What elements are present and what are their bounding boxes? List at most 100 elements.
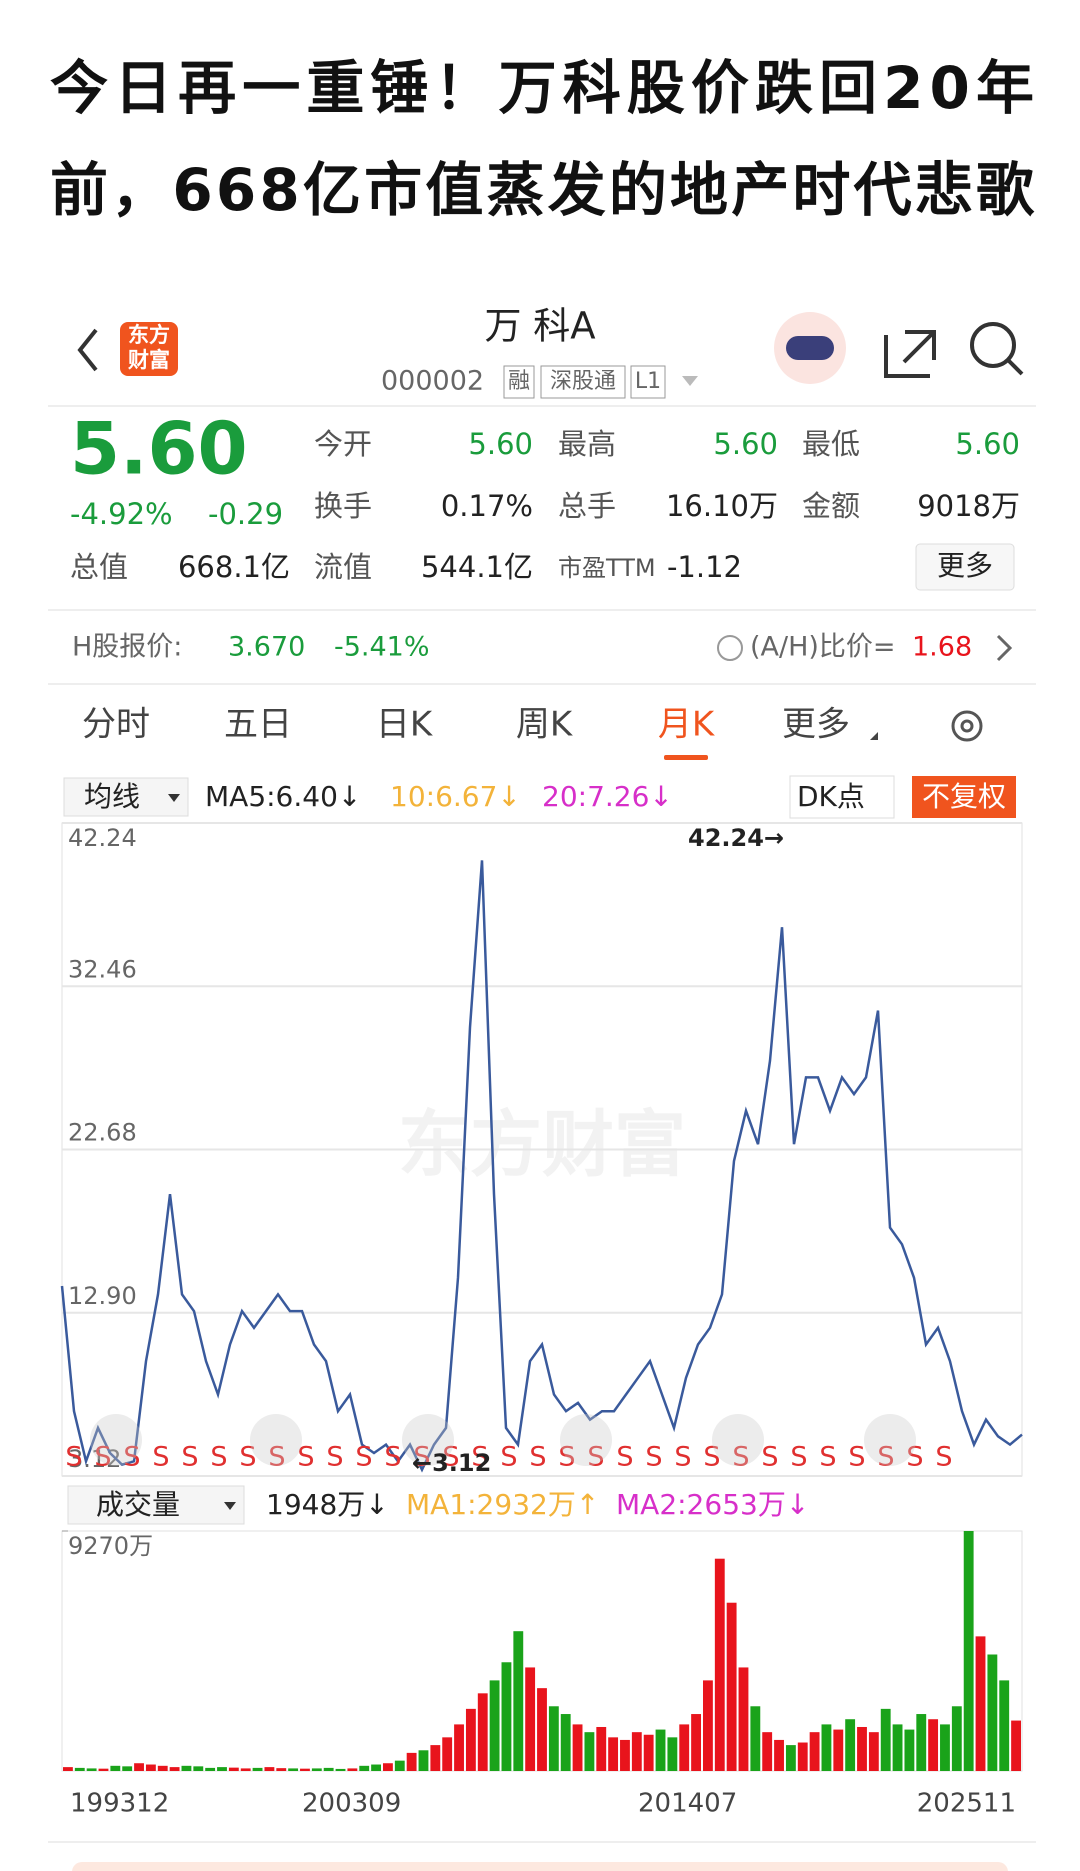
volume-bar [928, 1719, 939, 1771]
volume-bar [667, 1737, 678, 1771]
volume-bar [525, 1667, 536, 1771]
signal-marker: S [703, 1442, 720, 1473]
volume-bar [596, 1726, 607, 1771]
volume-bar [110, 1765, 121, 1771]
y-tick-label: 32.46 [68, 955, 137, 983]
more-label[interactable]: 更多 [937, 549, 993, 582]
help-icon[interactable] [717, 635, 743, 661]
signal-marker: S [210, 1442, 227, 1473]
volume-bar [169, 1767, 180, 1771]
adjust-label[interactable]: 不复权 [922, 780, 1006, 813]
chevron[interactable] [996, 634, 1013, 662]
volume-bar [264, 1767, 275, 1771]
volume-bar [323, 1767, 334, 1771]
volume-bar [608, 1737, 619, 1771]
field-value: 9018万 [917, 489, 1020, 523]
volume-bar [157, 1765, 168, 1771]
tab[interactable]: 分时 [82, 705, 150, 745]
volume-bar [217, 1767, 227, 1771]
volume-bar [98, 1768, 109, 1771]
signal-marker: S [848, 1442, 865, 1473]
change: -0.29 [208, 497, 283, 531]
volume-bar [620, 1739, 630, 1771]
dk-button[interactable] [789, 775, 895, 819]
volume-bar [560, 1714, 571, 1771]
volume-bar [477, 1693, 488, 1771]
field-label: 流值 [314, 550, 372, 584]
annotation: 42.24→ [688, 824, 784, 852]
stock-code: 000002 [381, 366, 484, 397]
volume-bar [999, 1680, 1010, 1771]
tab-arrow [870, 732, 878, 740]
volume-bar [371, 1764, 381, 1771]
volume-select-label[interactable]: 成交量 [96, 1488, 180, 1521]
volume-bar [1011, 1720, 1021, 1771]
volume-bar [205, 1767, 216, 1771]
signal-marker: S [790, 1442, 807, 1473]
volume-bar [785, 1745, 796, 1771]
volume-bar [714, 1558, 725, 1771]
volume-bar [892, 1724, 903, 1771]
signal-marker: S [500, 1442, 517, 1473]
signal-marker: S [94, 1442, 111, 1473]
signal-marker: S [558, 1442, 575, 1473]
signal-marker: S [297, 1442, 314, 1473]
back-button[interactable] [77, 328, 98, 372]
volume-bar [548, 1706, 559, 1771]
article-title: 今日再一重锤！万科股价跌回20年 [50, 54, 1034, 122]
dropdown-arrow[interactable] [682, 376, 698, 386]
tab[interactable]: 周K [516, 705, 574, 745]
badge [630, 365, 666, 399]
signal-marker: S [152, 1442, 169, 1473]
dropdown-arrow [224, 1502, 236, 1510]
search-button[interactable] [970, 322, 1016, 368]
signal-marker: S [413, 1442, 430, 1473]
field-value: -1.12 [667, 550, 742, 584]
volume-bar [868, 1732, 879, 1771]
volume-bar [454, 1724, 464, 1771]
indicator-label[interactable]: 均线 [84, 780, 140, 813]
signal-marker: S [471, 1442, 488, 1473]
volume-bar [418, 1750, 429, 1771]
signal-marker: S [935, 1442, 952, 1473]
volume-bar [691, 1714, 701, 1771]
tab-active[interactable]: 月K [658, 705, 716, 745]
signal-marker: S [819, 1442, 836, 1473]
volume-bar [631, 1732, 642, 1771]
signal-marker: S [181, 1442, 198, 1473]
volume-bar [679, 1724, 690, 1771]
x-tick-label: 201407 [638, 1789, 737, 1819]
logo-text: 财富 [128, 348, 170, 372]
ah-ratio: 1.68 [912, 632, 972, 663]
volume-select[interactable] [67, 1485, 245, 1525]
volume-bar [489, 1680, 500, 1771]
adjust-button[interactable] [912, 776, 1016, 818]
volume-bar [145, 1764, 156, 1771]
share-button[interactable] [884, 330, 936, 378]
tab[interactable]: 五日 [224, 705, 292, 745]
volume-bar [86, 1768, 97, 1771]
volume-bar [442, 1737, 453, 1771]
settings-icon[interactable] [951, 710, 983, 742]
field-value: 668.1亿 [178, 550, 290, 584]
signal-marker: S [239, 1442, 256, 1473]
volume-bar [465, 1708, 476, 1771]
tab[interactable]: 日K [376, 705, 434, 745]
volume-bar [74, 1767, 85, 1771]
price-line [60, 860, 1023, 1473]
change-pct: -4.92% [70, 497, 173, 531]
signal-marker: S [123, 1442, 140, 1473]
badge-text: L1 [635, 369, 661, 394]
field-label: 总值 [70, 550, 128, 584]
x-tick-label: 200309 [302, 1789, 401, 1819]
signal-marker: S [877, 1442, 894, 1473]
more-button[interactable] [915, 543, 1015, 591]
y-tick-label: 3.12 [68, 1445, 121, 1473]
field-value: 16.10万 [666, 489, 778, 523]
tab[interactable]: 更多 [782, 705, 850, 745]
indicator-select[interactable] [63, 777, 189, 817]
volume-ma1: MA1:2932万↑ [406, 1488, 599, 1521]
dk-label[interactable]: DK点 [797, 780, 865, 813]
badge [540, 365, 626, 399]
